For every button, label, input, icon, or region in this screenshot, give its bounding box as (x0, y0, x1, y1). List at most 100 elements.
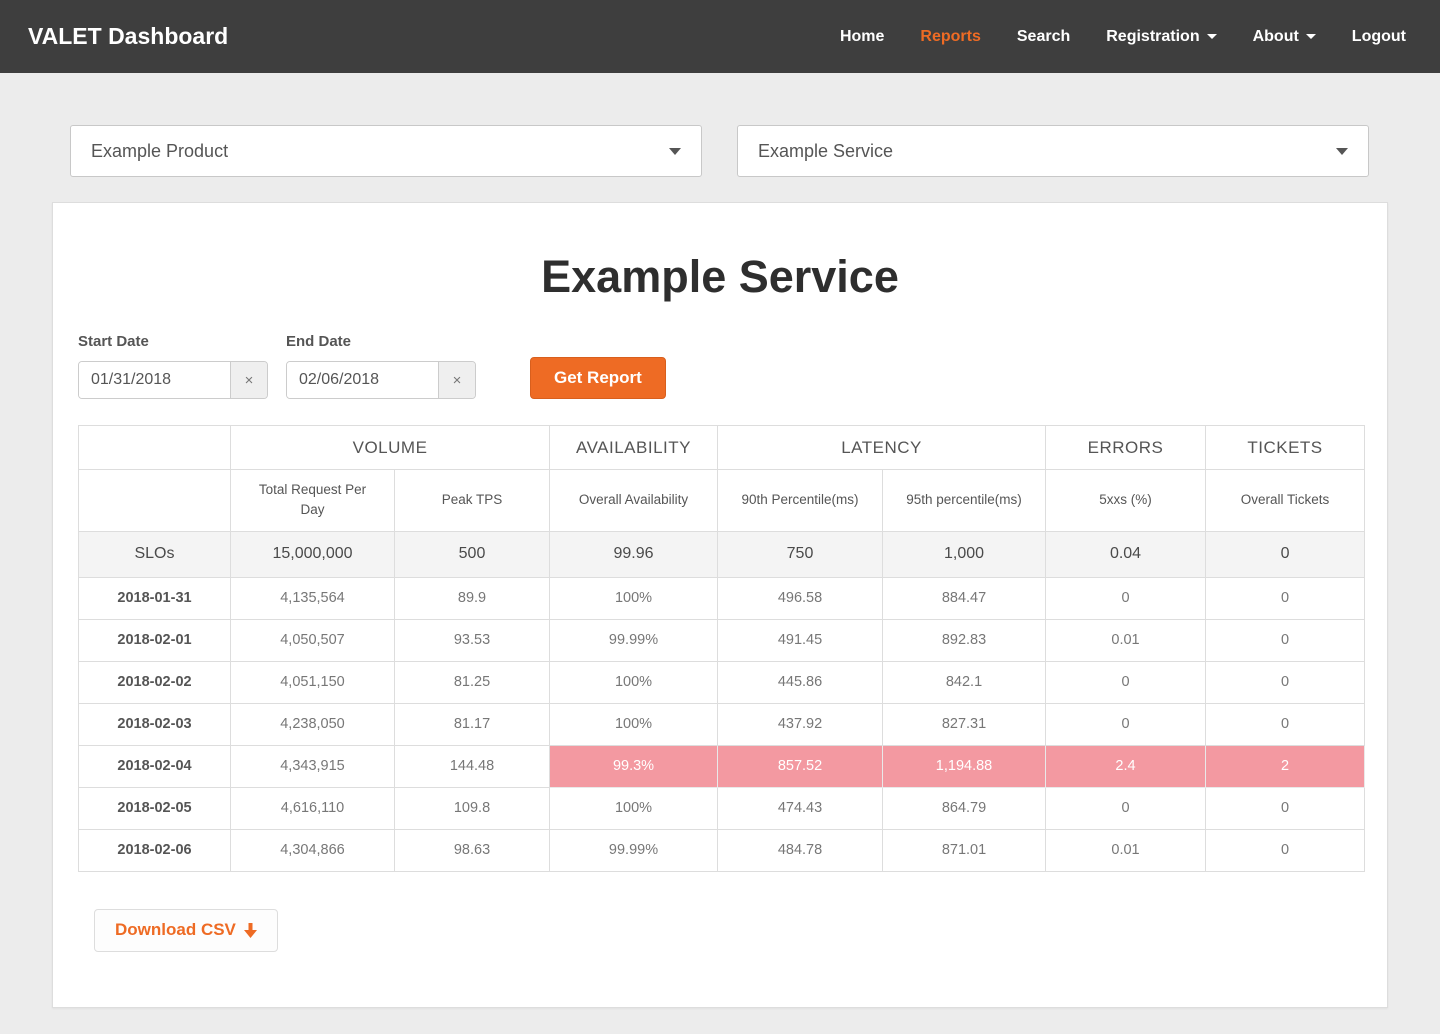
row-value: 2.4 (1045, 744, 1207, 788)
nav-item-label: About (1252, 27, 1299, 45)
clear-end-date-button[interactable]: × (438, 362, 475, 398)
selector-row: Example Product Example Service (70, 125, 1369, 177)
row-date: 2018-02-06 (78, 828, 231, 872)
row-value: 4,304,866 (230, 828, 395, 872)
nav-item-registration[interactable]: Registration (1106, 27, 1217, 46)
table-row: 2018-02-02 4,051,150 81.25 100% 445.86 842.1 0… (78, 660, 1366, 704)
nav-item-label: Logout (1351, 27, 1406, 45)
table-row: 2018-02-03 4,238,050 81.17 100% 437.92 827.31… (78, 702, 1366, 746)
clear-icon: × (244, 371, 254, 389)
slo-row: SLOs 15,000,000 500 99.96 750 1,000 0.04… (78, 530, 1366, 578)
report-table: VOLUME AVAILABILITY LATENCY ERRORS TICKE… (78, 425, 1366, 872)
row-value: 100% (549, 786, 719, 830)
row-value: 496.58 (717, 576, 884, 620)
download-csv-label: Download CSV (115, 920, 236, 939)
table-sub-header-row: Total Request Per Day Peak TPS Overall A… (78, 469, 1366, 532)
table-row: 2018-02-04 4,343,915 144.48 99.3% 857.52 1,19… (78, 744, 1366, 788)
table-row: 2018-01-31 4,135,564 89.9 100% 496.58 884.47 0… (78, 576, 1366, 620)
dropdown-caret-icon (1336, 147, 1348, 155)
sub-header-overall-availability: Overall Availability (549, 469, 719, 532)
date-controls: Start Date × End Date × Get Report (78, 333, 1362, 399)
get-report-button[interactable]: Get Report (530, 357, 666, 399)
clear-start-date-button[interactable]: × (230, 362, 267, 398)
table-group-header-row: VOLUME AVAILABILITY LATENCY ERRORS TICKE… (78, 425, 1366, 470)
group-header-tickets: TICKETS (1205, 425, 1366, 470)
row-value: 842.1 (882, 660, 1047, 704)
row-value: 1,194.88 (882, 744, 1047, 788)
group-header-availability: AVAILABILITY (549, 425, 719, 470)
sub-header-5xxs: 5xxs (%) (1045, 469, 1207, 532)
row-value: 491.45 (717, 618, 884, 662)
row-value: 4,343,915 (230, 744, 395, 788)
row-value: 100% (549, 660, 719, 704)
download-csv-button[interactable]: Download CSV (94, 908, 278, 952)
end-date-field: End Date × (286, 333, 476, 399)
row-value: 864.79 (882, 786, 1047, 830)
row-value: 98.63 (393, 828, 551, 872)
row-value: 89.9 (393, 576, 551, 620)
row-value: 99.99% (549, 618, 719, 662)
group-header-volume: VOLUME (229, 425, 551, 470)
row-value: 0 (1045, 660, 1207, 704)
caret-down-icon (1206, 34, 1217, 39)
group-header-latency: LATENCY (717, 425, 1047, 470)
nav-item-reports[interactable]: Reports (920, 28, 980, 46)
sub-header-95th-percentile: 95th percentile(ms) (882, 469, 1047, 532)
row-value: 884.47 (882, 576, 1047, 620)
row-value: 0 (1205, 786, 1366, 830)
dropdown-caret-icon (669, 147, 681, 155)
row-value: 857.52 (717, 744, 884, 788)
row-value: 437.92 (717, 702, 884, 746)
row-value: 4,135,564 (230, 576, 395, 620)
row-value: 0 (1205, 618, 1366, 662)
row-value: 445.86 (717, 660, 884, 704)
row-value: 4,050,507 (230, 618, 395, 662)
download-arrow-icon (243, 922, 257, 938)
nav-links: Home Reports Search Registration About Logout (840, 28, 1406, 46)
slo-value: 0 (1205, 530, 1366, 578)
row-value: 109.8 (393, 786, 551, 830)
slo-value: 15,000,000 (230, 530, 395, 578)
row-date: 2018-02-03 (78, 702, 231, 746)
slo-value: 1,000 (882, 530, 1047, 578)
nav-item-label: Registration (1106, 27, 1200, 45)
group-header-cell (78, 425, 231, 470)
slo-row-label: SLOs (78, 530, 231, 578)
end-date-group: × (286, 361, 476, 399)
start-date-field: Start Date × (78, 333, 268, 399)
nav-item-label: Home (839, 27, 885, 45)
row-value: 0.01 (1045, 828, 1207, 872)
row-date: 2018-01-31 (78, 576, 231, 620)
row-value: 0 (1045, 702, 1207, 746)
table-row: 2018-02-05 4,616,110 109.8 100% 474.43 864.79… (78, 786, 1366, 830)
caret-down-icon (1305, 34, 1316, 39)
row-value: 0 (1205, 660, 1366, 704)
nav-item-logout[interactable]: Logout (1352, 28, 1406, 46)
product-select[interactable]: Example Product (70, 125, 702, 177)
nav-item-about[interactable]: About (1253, 28, 1316, 46)
row-value: 892.83 (882, 618, 1047, 662)
end-date-input[interactable] (287, 362, 438, 398)
brand-title[interactable]: VALET Dashboard (28, 23, 229, 49)
service-select-value: Example Service (758, 140, 894, 161)
row-value: 2 (1205, 744, 1366, 788)
start-date-input[interactable] (79, 362, 230, 398)
table-row: 2018-02-01 4,050,507 93.53 99.99% 491.45 892.… (78, 618, 1366, 662)
nav-item-home[interactable]: Home (840, 28, 884, 46)
start-date-label: Start Date (78, 333, 149, 350)
row-date: 2018-02-02 (78, 660, 231, 704)
row-value: 100% (549, 702, 719, 746)
row-value: 0 (1205, 576, 1366, 620)
end-date-label: End Date (286, 333, 352, 350)
row-value: 144.48 (393, 744, 551, 788)
start-date-group: × (78, 361, 268, 399)
clear-icon: × (452, 371, 462, 389)
row-value: 827.31 (882, 702, 1047, 746)
row-value: 93.53 (393, 618, 551, 662)
sub-header-cell (78, 469, 231, 532)
slo-value: 99.96 (549, 530, 719, 578)
navbar: VALET Dashboard Home Reports Search Registr… (0, 0, 1440, 73)
service-select[interactable]: Example Service (737, 125, 1369, 177)
sub-header-peak-tps: Peak TPS (393, 469, 551, 532)
nav-item-search[interactable]: Search (1017, 28, 1070, 46)
